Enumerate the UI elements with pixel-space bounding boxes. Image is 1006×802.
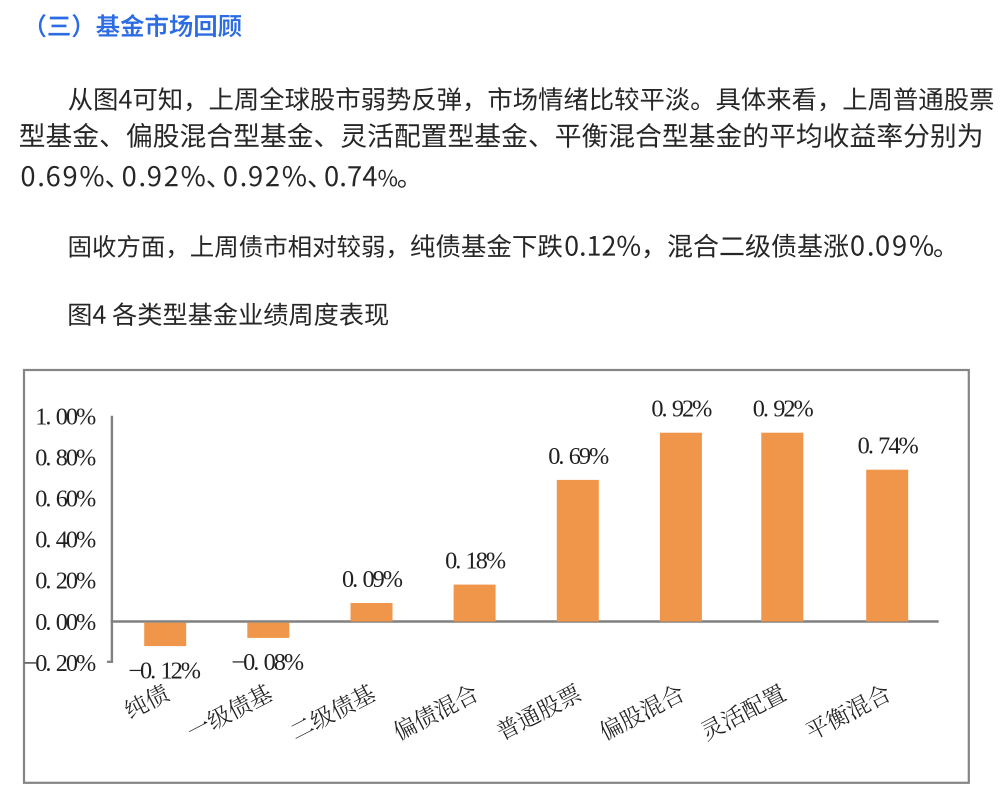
svg-text:0. 09%: 0. 09% <box>342 566 403 593</box>
svg-text:0. 40%: 0. 40% <box>35 527 96 554</box>
svg-text:−0. 20%: −0. 20% <box>24 650 96 677</box>
svg-text:0. 80%: 0. 80% <box>35 444 96 471</box>
svg-text:0. 92%: 0. 92% <box>651 396 712 423</box>
svg-text:1. 00%: 1. 00% <box>35 403 96 430</box>
svg-text:0. 69%: 0. 69% <box>548 443 609 470</box>
svg-text:0. 60%: 0. 60% <box>35 486 96 513</box>
svg-text:−0. 12%: −0. 12% <box>128 657 200 684</box>
svg-text:0. 92%: 0. 92% <box>753 396 814 423</box>
svg-text:0. 18%: 0. 18% <box>445 548 506 575</box>
svg-text:−0. 08%: −0. 08% <box>231 649 303 676</box>
svg-text:0. 74%: 0. 74% <box>858 433 919 460</box>
svg-text:0. 20%: 0. 20% <box>35 568 96 595</box>
svg-text:0. 00%: 0. 00% <box>35 609 96 636</box>
